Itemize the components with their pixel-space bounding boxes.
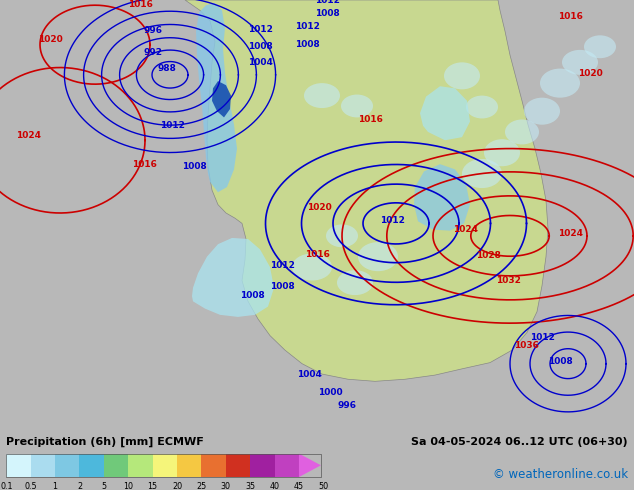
Ellipse shape: [326, 224, 358, 247]
Text: 1004: 1004: [248, 58, 273, 68]
Text: 1: 1: [53, 482, 58, 490]
Ellipse shape: [466, 96, 498, 119]
Text: 25: 25: [197, 482, 207, 490]
Text: 1012: 1012: [530, 333, 555, 342]
Ellipse shape: [304, 83, 340, 108]
Bar: [275, 454, 299, 477]
Text: 1012: 1012: [295, 22, 320, 31]
Ellipse shape: [337, 270, 373, 295]
Text: 1004: 1004: [297, 370, 322, 379]
Text: 1036: 1036: [514, 341, 539, 350]
Text: 1024: 1024: [453, 225, 478, 234]
Text: 20: 20: [172, 482, 182, 490]
Text: 1008: 1008: [248, 42, 273, 51]
Text: 50: 50: [318, 482, 328, 490]
Bar: [6, 454, 321, 477]
Text: 45: 45: [294, 482, 304, 490]
Ellipse shape: [505, 120, 539, 145]
Text: 1008: 1008: [270, 282, 295, 291]
Text: 1008: 1008: [548, 357, 573, 366]
Text: 1016: 1016: [558, 12, 583, 21]
Bar: [153, 454, 177, 477]
Text: 1016: 1016: [305, 249, 330, 259]
Bar: [30, 454, 55, 477]
Polygon shape: [196, 3, 237, 192]
Text: 1012: 1012: [160, 121, 185, 130]
Polygon shape: [212, 81, 231, 118]
Bar: [250, 454, 275, 477]
Text: 1012: 1012: [380, 217, 405, 225]
Text: 0.5: 0.5: [25, 482, 37, 490]
Text: 996: 996: [143, 26, 162, 35]
Text: 40: 40: [269, 482, 280, 490]
Text: 15: 15: [148, 482, 158, 490]
Text: 1008: 1008: [315, 9, 340, 18]
Text: 1020: 1020: [578, 69, 603, 78]
Ellipse shape: [341, 95, 373, 118]
Text: © weatheronline.co.uk: © weatheronline.co.uk: [493, 467, 628, 481]
Text: 1024: 1024: [16, 131, 41, 140]
Text: 992: 992: [143, 48, 162, 57]
Text: 1008: 1008: [240, 291, 265, 300]
Text: 1024: 1024: [558, 229, 583, 238]
Ellipse shape: [584, 35, 616, 58]
Bar: [177, 454, 202, 477]
Ellipse shape: [358, 242, 398, 271]
Ellipse shape: [292, 253, 332, 281]
Text: 1012: 1012: [270, 261, 295, 270]
Polygon shape: [299, 454, 321, 477]
Text: 988: 988: [158, 64, 177, 73]
Text: 5: 5: [101, 482, 107, 490]
Ellipse shape: [444, 62, 480, 89]
Text: 1016: 1016: [358, 115, 383, 123]
Polygon shape: [192, 238, 274, 317]
Text: 35: 35: [245, 482, 256, 490]
Ellipse shape: [462, 159, 502, 188]
Ellipse shape: [524, 98, 560, 124]
Bar: [79, 454, 104, 477]
Text: 1020: 1020: [38, 35, 63, 44]
Bar: [104, 454, 128, 477]
Text: 1028: 1028: [476, 251, 501, 260]
Text: 996: 996: [337, 401, 356, 410]
Text: 1020: 1020: [307, 203, 332, 212]
Text: 1008: 1008: [295, 40, 320, 49]
Text: Sa 04-05-2024 06..12 UTC (06+30): Sa 04-05-2024 06..12 UTC (06+30): [411, 437, 628, 447]
Text: 0.1: 0.1: [0, 482, 13, 490]
Text: 1012: 1012: [315, 0, 340, 5]
Bar: [55, 454, 79, 477]
Ellipse shape: [562, 50, 598, 75]
Text: 1012: 1012: [248, 25, 273, 34]
Polygon shape: [185, 0, 548, 381]
Text: 10: 10: [123, 482, 133, 490]
Ellipse shape: [540, 69, 580, 98]
Polygon shape: [420, 86, 470, 140]
Ellipse shape: [484, 139, 520, 166]
Text: 1032: 1032: [496, 275, 521, 285]
Bar: [6, 454, 30, 477]
Text: 1016: 1016: [128, 0, 153, 9]
Text: 1008: 1008: [182, 162, 207, 171]
Bar: [202, 454, 226, 477]
Text: 2: 2: [77, 482, 82, 490]
Text: 1016: 1016: [132, 160, 157, 169]
Text: Precipitation (6h) [mm] ECMWF: Precipitation (6h) [mm] ECMWF: [6, 437, 204, 447]
Text: 1000: 1000: [318, 388, 342, 397]
Polygon shape: [414, 164, 470, 231]
Bar: [226, 454, 250, 477]
Text: 30: 30: [221, 482, 231, 490]
Bar: [128, 454, 153, 477]
